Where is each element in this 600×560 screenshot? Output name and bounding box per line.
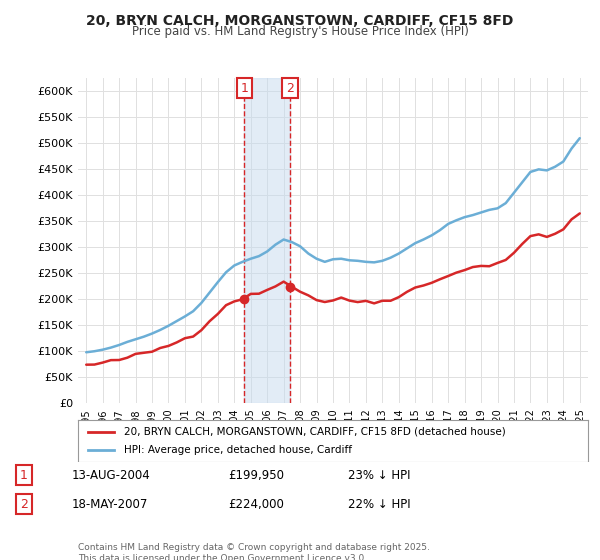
Text: 20, BRYN CALCH, MORGANSTOWN, CARDIFF, CF15 8FD (detached house): 20, BRYN CALCH, MORGANSTOWN, CARDIFF, CF… — [124, 427, 506, 437]
Text: 23% ↓ HPI: 23% ↓ HPI — [348, 469, 410, 482]
Text: HPI: Average price, detached house, Cardiff: HPI: Average price, detached house, Card… — [124, 445, 352, 455]
Text: £224,000: £224,000 — [228, 498, 284, 511]
Text: Contains HM Land Registry data © Crown copyright and database right 2025.
This d: Contains HM Land Registry data © Crown c… — [78, 543, 430, 560]
Text: 20, BRYN CALCH, MORGANSTOWN, CARDIFF, CF15 8FD: 20, BRYN CALCH, MORGANSTOWN, CARDIFF, CF… — [86, 14, 514, 28]
Text: 13-AUG-2004: 13-AUG-2004 — [72, 469, 151, 482]
Text: Price paid vs. HM Land Registry's House Price Index (HPI): Price paid vs. HM Land Registry's House … — [131, 25, 469, 38]
Text: 2: 2 — [20, 498, 28, 511]
Text: 2: 2 — [286, 82, 294, 95]
Text: 1: 1 — [241, 82, 248, 95]
Bar — [244, 78, 290, 403]
Text: 18-MAY-2007: 18-MAY-2007 — [72, 498, 148, 511]
Text: £199,950: £199,950 — [228, 469, 284, 482]
Text: 22% ↓ HPI: 22% ↓ HPI — [348, 498, 410, 511]
Text: 1: 1 — [20, 469, 28, 482]
